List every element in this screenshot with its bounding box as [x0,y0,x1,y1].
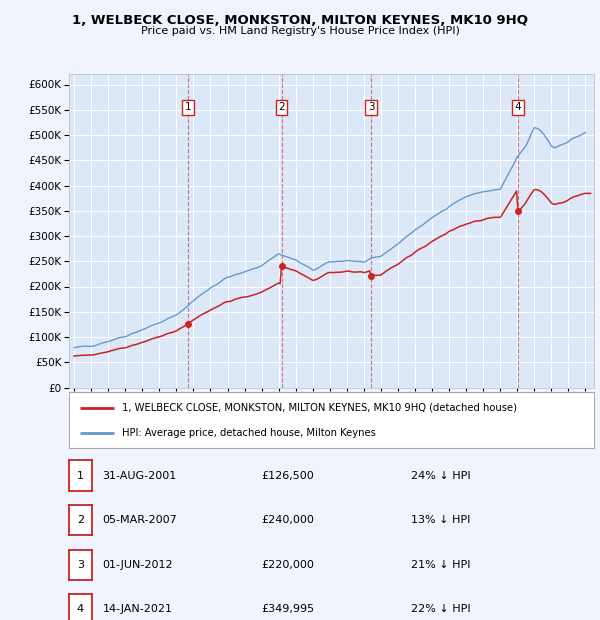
Text: 01-JUN-2012: 01-JUN-2012 [103,560,173,570]
Text: 4: 4 [77,604,84,614]
Text: 13% ↓ HPI: 13% ↓ HPI [411,515,470,525]
Text: 3: 3 [368,102,374,112]
Text: 24% ↓ HPI: 24% ↓ HPI [411,471,470,480]
Text: 1: 1 [184,102,191,112]
Text: 1, WELBECK CLOSE, MONKSTON, MILTON KEYNES, MK10 9HQ (detached house): 1, WELBECK CLOSE, MONKSTON, MILTON KEYNE… [121,402,517,412]
Text: 2: 2 [77,515,84,525]
Text: £349,995: £349,995 [261,604,314,614]
Text: 21% ↓ HPI: 21% ↓ HPI [411,560,470,570]
Text: 14-JAN-2021: 14-JAN-2021 [103,604,173,614]
Text: £126,500: £126,500 [261,471,314,480]
Text: £240,000: £240,000 [261,515,314,525]
Text: £220,000: £220,000 [261,560,314,570]
Text: 1, WELBECK CLOSE, MONKSTON, MILTON KEYNES, MK10 9HQ: 1, WELBECK CLOSE, MONKSTON, MILTON KEYNE… [72,14,528,27]
Text: HPI: Average price, detached house, Milton Keynes: HPI: Average price, detached house, Milt… [121,428,376,438]
Text: 22% ↓ HPI: 22% ↓ HPI [411,604,470,614]
Text: 3: 3 [77,560,84,570]
Text: Price paid vs. HM Land Registry's House Price Index (HPI): Price paid vs. HM Land Registry's House … [140,26,460,36]
Text: 2: 2 [278,102,285,112]
Text: 31-AUG-2001: 31-AUG-2001 [103,471,177,480]
Text: 05-MAR-2007: 05-MAR-2007 [103,515,178,525]
Text: 4: 4 [515,102,521,112]
Text: 1: 1 [77,471,84,480]
